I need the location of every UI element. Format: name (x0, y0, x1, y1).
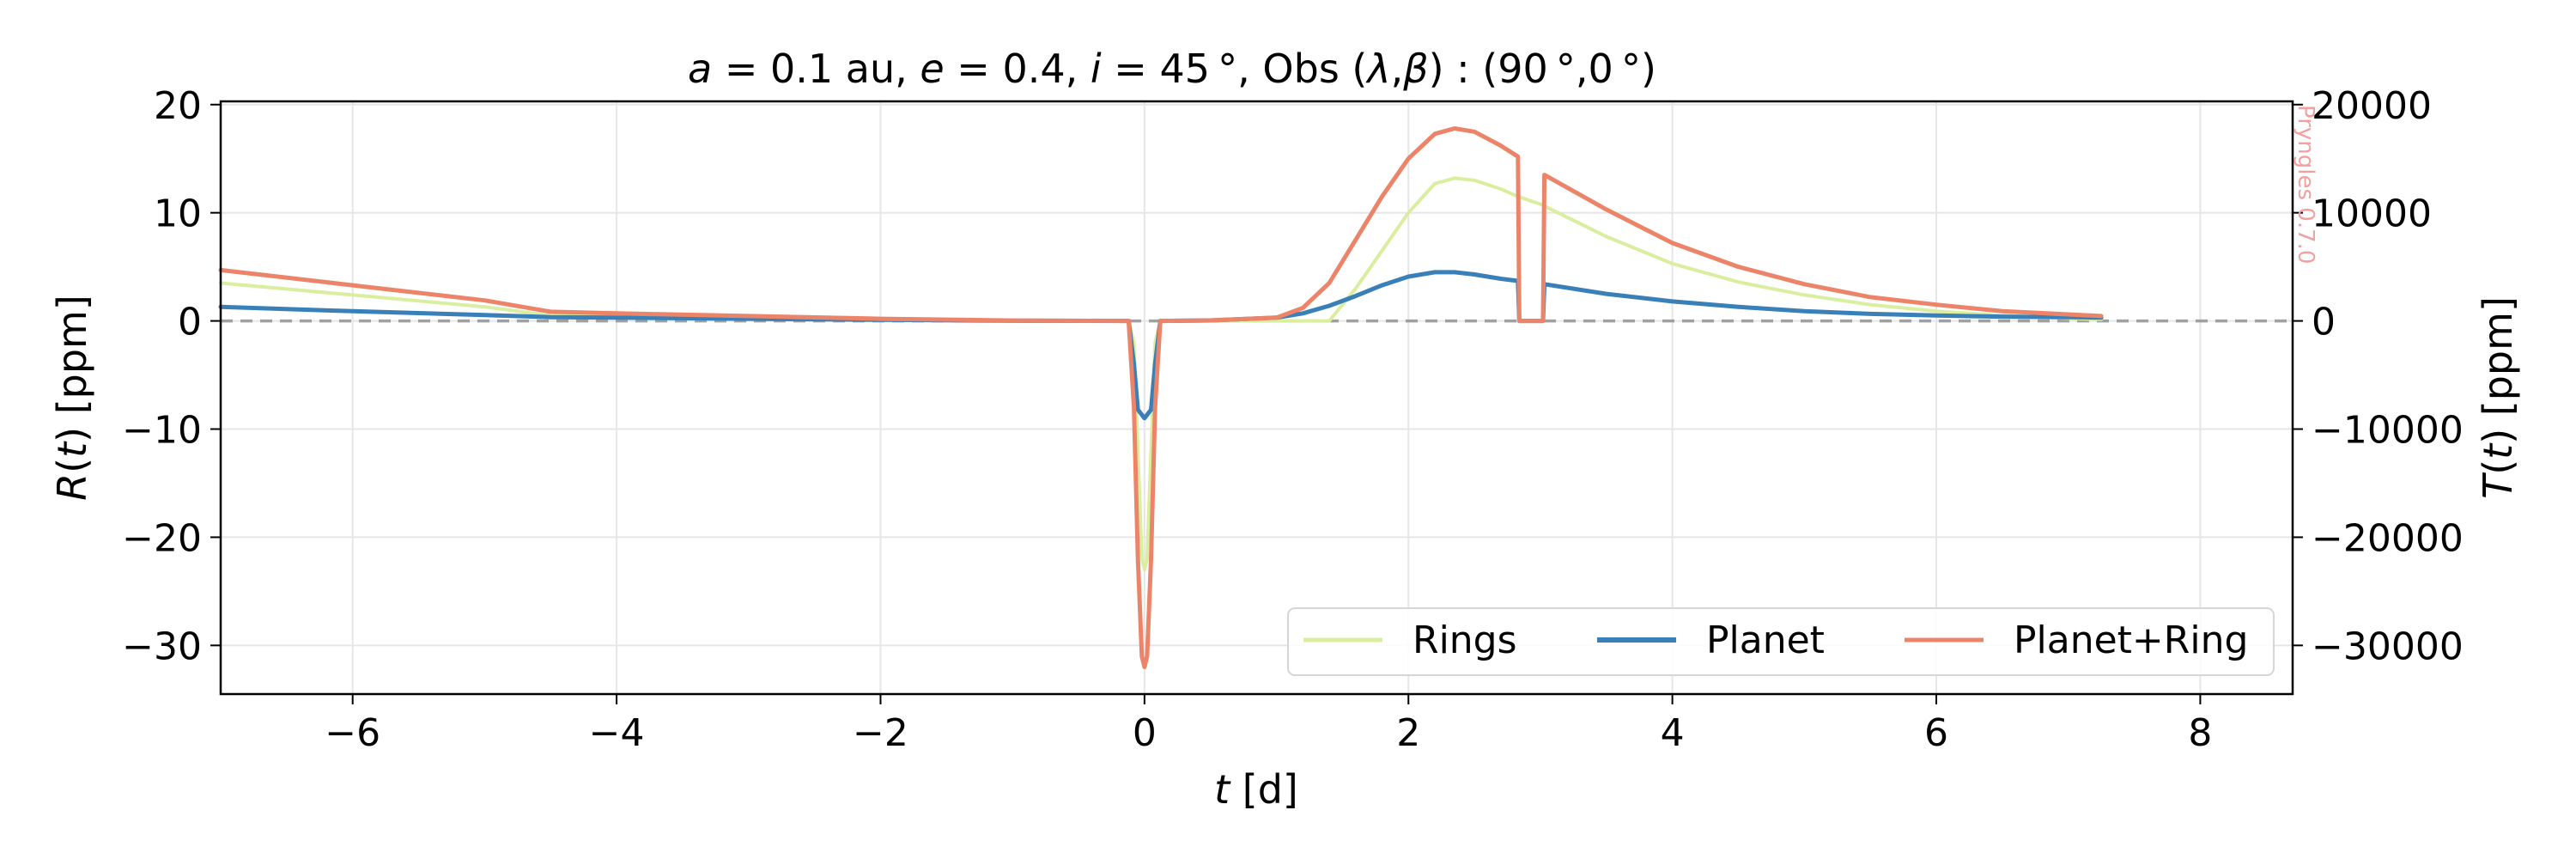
series-line-planet-ring (218, 126, 2104, 669)
x-ticks: −6 −4 −2 0 2 4 6 8 (325, 694, 2212, 755)
series-lines (218, 126, 2104, 669)
x-tick-label: −4 (589, 711, 645, 755)
y-right-ticks: −30000 −20000 −10000 0 10000 20000 (2293, 84, 2464, 668)
x-tick-label: 2 (1396, 711, 1420, 755)
y2-tick-label: −30000 (2312, 624, 2464, 668)
y-axis-title: R(t) [ppm] (49, 295, 95, 501)
x-tick-label: 0 (1133, 711, 1157, 755)
x-tick-label: 4 (1661, 711, 1685, 755)
y-tick-label: 20 (154, 84, 202, 128)
x-tick-label: 8 (2188, 711, 2212, 755)
x-tick-label: −2 (853, 711, 908, 755)
y2-tick-label: −10000 (2312, 409, 2464, 453)
y-tick-label: −10 (122, 409, 202, 453)
y-tick-label: 10 (154, 192, 202, 236)
legend: Rings Planet Planet+Ring (1287, 607, 2275, 676)
y-tick-label: −20 (122, 516, 202, 560)
x-axis-title: t [d] (1214, 766, 1298, 813)
x-tick-label: −6 (325, 711, 380, 755)
y2-tick-label: 10000 (2312, 192, 2432, 236)
legend-box (1287, 607, 2275, 676)
y2-tick-label: 20000 (2312, 84, 2432, 128)
legend-label-planet-ring: Planet+Ring (2014, 618, 2248, 662)
series-line-rings (219, 176, 2104, 572)
y-tick-label: 0 (178, 301, 202, 344)
plot-frame (219, 100, 2294, 696)
legend-label-rings: Rings (1413, 618, 1517, 662)
y-tick-label: −30 (122, 624, 202, 668)
y-left-ticks: −30 −20 −10 0 10 20 (122, 84, 221, 668)
legend-label-planet: Planet (1706, 618, 1825, 662)
grid-lines (221, 101, 2293, 694)
y2-axis-title: T(t) [ppm] (2475, 296, 2521, 499)
y2-tick-label: −20000 (2312, 516, 2464, 560)
x-tick-label: 6 (1924, 711, 1948, 755)
watermark-text: Pryngles 0.7.0 (2293, 105, 2318, 264)
chart-title: a = 0.1 au, e = 0.4, i = 45 °, Obs (λ,β)… (688, 46, 1656, 92)
y2-tick-label: 0 (2312, 301, 2336, 344)
